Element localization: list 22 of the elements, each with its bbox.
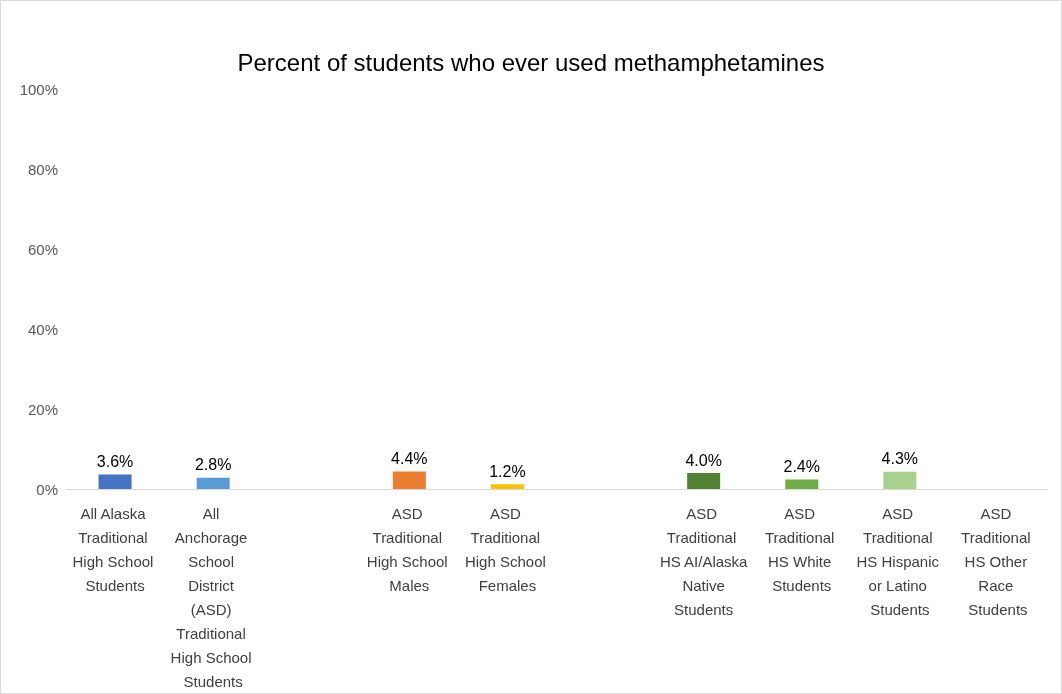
- x-tick-label: ASD Traditional HS AI/Alaska Native Students: [659, 504, 749, 618]
- y-tick-label: 60%: [27, 240, 58, 258]
- data-label: 3.6%: [96, 453, 134, 471]
- x-tick-label: ASD Traditional HS Hispanic or Latino Students: [856, 504, 944, 618]
- x-tick-label: ASD Traditional High School Males: [366, 504, 452, 594]
- chart-title: Percent of students who ever used methamphetamines: [237, 48, 825, 76]
- y-tick-label: 100%: [19, 80, 58, 98]
- x-tick-label: ASD Traditional HS Other Race Students: [961, 504, 1035, 618]
- x-tick-label: All Alaska Traditional High School Students: [72, 504, 158, 594]
- y-tick-label: 0%: [36, 480, 58, 498]
- data-label: 4.3%: [881, 450, 919, 468]
- x-tick-label: ASD Traditional High School Females: [464, 504, 550, 594]
- data-label: 2.8%: [194, 456, 232, 474]
- data-label: 1.2%: [489, 462, 526, 480]
- x-tick-label: ASD Traditional HS White Students: [764, 504, 839, 594]
- y-tick-label: 40%: [27, 320, 58, 338]
- data-label: 4.0%: [685, 451, 722, 469]
- y-tick-label: 80%: [27, 160, 58, 178]
- x-tick-label: All Anchorage School District (ASD) Traditional High School Students: [170, 504, 256, 690]
- data-label: 2.4%: [783, 457, 820, 475]
- y-tick-label: 20%: [27, 400, 58, 418]
- data-label: 4.4%: [391, 449, 428, 467]
